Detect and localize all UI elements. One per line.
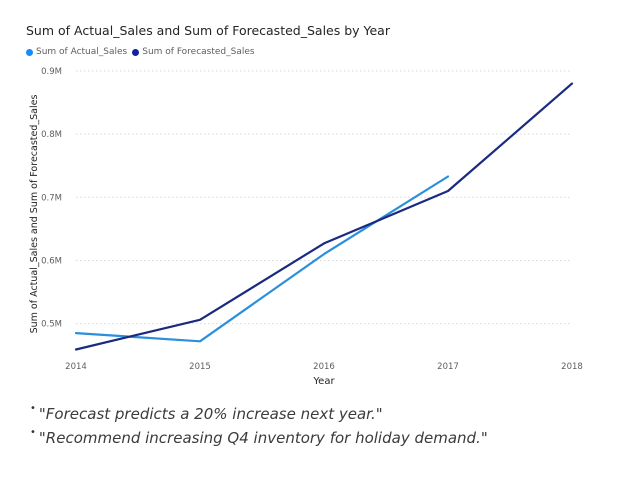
x-axis-title: Year — [312, 376, 335, 387]
x-tick-label: 2017 — [437, 362, 459, 372]
legend-label-actual-sales: Sum of Actual_Sales — [36, 47, 128, 57]
note-item: • "Recommend increasing Q4 inventory for… — [30, 426, 488, 450]
legend-marker-forecasted-sales — [132, 48, 140, 56]
legend-item-actual-sales[interactable]: Sum of Actual_Sales — [26, 47, 127, 57]
legend-item-forecasted-sales[interactable]: Sum of Forecasted_Sales — [132, 47, 255, 57]
bullet-icon: • — [30, 403, 36, 414]
series-line-forecasted-sales[interactable] — [74, 82, 574, 351]
legend: Sum of Actual_Sales Sum of Forecasted_Sa… — [26, 47, 260, 57]
y-tick-label: 0.7M — [41, 193, 62, 203]
y-tick-label: 0.9M — [41, 67, 62, 77]
note-text: "Recommend increasing Q4 inventory for h… — [38, 429, 488, 447]
y-axis-ticks: 0.5M 0.6M 0.7M 0.8M 0.9M — [41, 67, 62, 330]
x-tick-label: 2018 — [561, 362, 583, 372]
y-axis-title: Sum of Actual_Sales and Sum of Forecaste… — [29, 95, 40, 334]
line-chart-visual[interactable]: Sum of Actual_Sales and Sum of Forecaste… — [0, 0, 637, 400]
legend-marker-actual-sales — [26, 48, 33, 56]
series-line-actual-sales[interactable] — [74, 175, 450, 343]
y-tick-label: 0.8M — [41, 130, 62, 140]
bullet-icon: • — [30, 427, 36, 438]
legend-label-forecasted-sales: Sum of Forecasted_Sales — [142, 47, 255, 57]
series-lines — [74, 82, 574, 351]
x-tick-label: 2015 — [189, 362, 211, 372]
chart-title: Sum of Actual_Sales and Sum of Forecaste… — [26, 23, 390, 38]
x-axis-ticks: 2014 2015 2016 2017 2018 — [65, 362, 583, 372]
y-tick-label: 0.6M — [41, 256, 62, 266]
x-tick-label: 2016 — [313, 362, 335, 372]
note-text: "Forecast predicts a 20% increase next y… — [38, 405, 383, 423]
commentary-notes: • "Forecast predicts a 20% increase next… — [30, 402, 488, 450]
y-tick-label: 0.5M — [41, 320, 62, 330]
gridlines — [76, 70, 572, 325]
note-item: • "Forecast predicts a 20% increase next… — [30, 402, 488, 426]
plot-area: 0.5M0.6M0.7M0.8M0.9M 2014 2015 2016 2017 201… — [29, 67, 583, 387]
x-tick-label: 2014 — [65, 362, 87, 372]
